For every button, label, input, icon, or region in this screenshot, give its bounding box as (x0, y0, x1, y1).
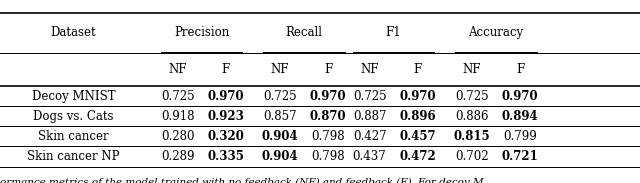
Text: F1: F1 (386, 26, 401, 40)
Text: 0.887: 0.887 (353, 110, 387, 123)
Text: Skin cancer: Skin cancer (38, 130, 109, 143)
Text: 0.896: 0.896 (399, 110, 436, 123)
Text: NF: NF (360, 63, 379, 76)
Text: 0.799: 0.799 (503, 130, 537, 143)
Text: Accuracy: Accuracy (468, 26, 524, 40)
Text: 0.904: 0.904 (262, 150, 298, 163)
Text: 0.702: 0.702 (455, 150, 489, 163)
Text: 0.815: 0.815 (454, 130, 490, 143)
Text: 0.904: 0.904 (262, 130, 298, 143)
Text: 0.320: 0.320 (207, 130, 244, 143)
Text: 0.725: 0.725 (353, 89, 387, 103)
Text: Dataset: Dataset (51, 26, 97, 40)
Text: F: F (221, 63, 230, 76)
Text: F: F (516, 63, 524, 76)
Text: Skin cancer NP: Skin cancer NP (28, 150, 120, 163)
Text: 0.870: 0.870 (310, 110, 346, 123)
Text: 0.427: 0.427 (353, 130, 387, 143)
Text: 0.894: 0.894 (502, 110, 538, 123)
Text: Dogs vs. Cats: Dogs vs. Cats (33, 110, 114, 123)
Text: 0.886: 0.886 (455, 110, 489, 123)
Text: 0.970: 0.970 (399, 89, 436, 103)
Text: F: F (324, 63, 332, 76)
Text: 0.857: 0.857 (263, 110, 297, 123)
Text: 0.437: 0.437 (353, 150, 387, 163)
Text: F: F (413, 63, 422, 76)
Text: Recall: Recall (285, 26, 323, 40)
Text: 0.457: 0.457 (399, 130, 436, 143)
Text: 0.335: 0.335 (207, 150, 244, 163)
Text: 0.798: 0.798 (311, 130, 345, 143)
Text: 0.798: 0.798 (311, 150, 345, 163)
Text: 0.970: 0.970 (502, 89, 538, 103)
Text: 0.725: 0.725 (455, 89, 489, 103)
Text: 0.918: 0.918 (161, 110, 195, 123)
Text: 0.725: 0.725 (161, 89, 195, 103)
Text: Decoy MNIST: Decoy MNIST (32, 89, 115, 103)
Text: 0.970: 0.970 (207, 89, 244, 103)
Text: 0.289: 0.289 (161, 150, 195, 163)
Text: 0.721: 0.721 (502, 150, 538, 163)
Text: Precision: Precision (174, 26, 229, 40)
Text: 0.970: 0.970 (310, 89, 346, 103)
Text: NF: NF (271, 63, 289, 76)
Text: NF: NF (463, 63, 481, 76)
Text: NF: NF (168, 63, 187, 76)
Text: 0.280: 0.280 (161, 130, 195, 143)
Text: 0.923: 0.923 (207, 110, 244, 123)
Text: 0.472: 0.472 (399, 150, 436, 163)
Text: 0.725: 0.725 (263, 89, 297, 103)
Text: ormance metrics of the model trained with no feedback (NF) and feedback (F). For: ormance metrics of the model trained wit… (0, 178, 484, 183)
